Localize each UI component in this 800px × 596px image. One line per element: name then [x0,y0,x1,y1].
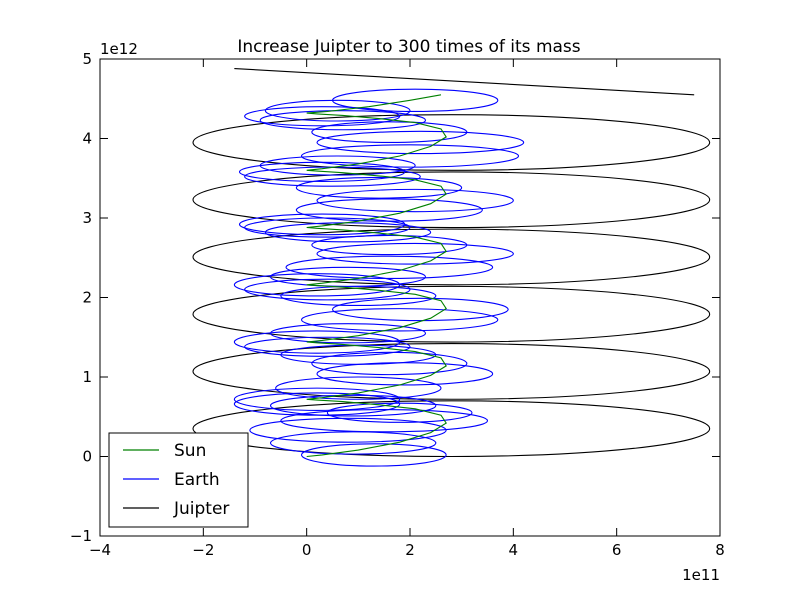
earth-orbit-loop [300,308,499,332]
earth-orbit-loop [269,323,427,344]
earth-orbit-loop [311,121,468,144]
series-sun-line [306,94,447,458]
juipter-orbit-loop [192,343,711,400]
x-tick-label: 8 [715,541,725,559]
earth-orbit-loop [316,242,514,265]
y-tick-label: 3 [82,209,92,227]
chart-title: Increase Juipter to 300 times of its mas… [237,37,580,57]
earth-orbit-loop [300,144,520,168]
legend: Sun Earth Juipter [108,432,249,528]
x-tick-label: 6 [612,541,622,559]
earth-orbit-loop [259,110,427,131]
y-tick-label: 1 [82,368,92,386]
juipter-orbit-loop [192,400,711,458]
earth-orbit-loop [259,155,416,176]
earth-orbit-loop [311,351,468,376]
earth-orbit-loop [238,213,406,236]
legend-earth-label: Earth [174,470,220,490]
y-scale-label: 1e12 [100,40,138,58]
plot-area [192,67,711,467]
earth-orbit-loop [300,443,447,467]
juipter-orbit-loop [192,228,711,286]
y-tick-label: 0 [82,448,92,466]
x-tick-label: 4 [509,541,519,559]
series-earth [233,88,525,467]
earth-orbit-loop [331,88,499,113]
earth-orbit-loop [233,330,401,354]
x-axis: −4 −2 0 2 4 6 8 [89,59,725,559]
earth-orbit-loop [244,278,411,301]
earth-orbit-loop [233,273,401,297]
earth-orbit-loop [311,234,468,256]
earth-orbit-loop [316,188,514,213]
y-tick-label: 5 [82,50,92,68]
legend-sun-label: Sun [174,441,206,461]
earth-orbit-loop [275,376,442,400]
earth-orbit-loop [233,392,401,416]
earth-orbit-loop [295,176,463,199]
x-tick-label: 0 [302,541,312,559]
juipter-orbit-loop [192,171,711,229]
y-tick-label: 2 [82,289,92,307]
earth-orbit-loop [233,387,401,411]
juipter-orbit-loop [192,285,711,343]
juipter-orbit-loop [192,114,711,171]
series-juipter [192,67,711,458]
earth-orbit-loop [280,409,489,433]
x-scale-label: 1e11 [682,566,720,584]
earth-orbit-loop [285,255,494,279]
earth-orbit-loop [316,362,494,386]
y-tick-label: −1 [70,527,92,545]
earth-orbit-loop [269,394,437,417]
earth-orbit-loop [331,297,509,322]
earth-orbit-loop [326,402,473,423]
x-tick-label: 2 [405,541,415,559]
earth-orbit-loop [316,130,525,155]
earth-orbit-loop [280,344,437,365]
x-tick-label: −4 [89,541,111,559]
x-tick-label: −2 [192,541,214,559]
juipter-orbit-tail [234,67,695,96]
earth-orbit-loop [244,336,411,357]
legend-box [108,432,249,528]
y-axis: −1 0 1 2 3 4 5 [70,50,720,545]
y-tick-label: 4 [82,130,92,148]
legend-juipter-label: Juipter [173,499,229,519]
earth-orbit-loop [269,266,427,287]
earth-orbit-loop [249,417,447,443]
earth-orbit-loop [295,198,483,222]
earth-orbit-loop [264,99,411,122]
